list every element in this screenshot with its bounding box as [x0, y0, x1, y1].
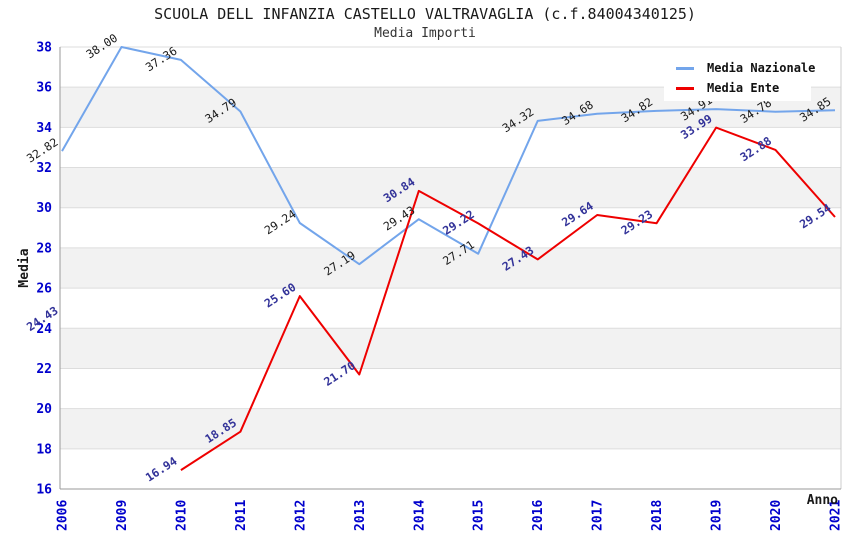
x-tick-label: 2017 — [591, 500, 606, 531]
x-tick-label: 2013 — [353, 500, 368, 531]
legend-item-media-ente: Media Ente — [676, 81, 811, 95]
y-tick-label: 18 — [36, 442, 52, 457]
legend-label-media-ente: Media Ente — [707, 81, 780, 95]
y-tick-label: 28 — [36, 241, 52, 256]
legend-swatch-media-nazionale — [676, 66, 694, 70]
x-tick-label: 2014 — [412, 500, 427, 531]
legend-item-media-nazionale: Media Nazionale — [676, 61, 815, 75]
x-tick-label: 2016 — [531, 500, 546, 531]
plot-band — [60, 328, 841, 369]
x-tick-label: 2019 — [710, 500, 725, 531]
plot-band — [60, 167, 841, 208]
data-label: 16.94 — [143, 454, 180, 485]
x-axis-title: Anno — [807, 493, 838, 508]
data-label: 29.24 — [262, 207, 299, 238]
series-line-media-nazionale — [61, 46, 836, 266]
chart-title: SCUOLA DELL INFANZIA CASTELLO VALTRAVAGL… — [154, 5, 696, 23]
x-tick-label: 2020 — [769, 500, 784, 531]
y-tick-label: 20 — [36, 402, 52, 417]
y-tick-label: 32 — [36, 161, 52, 176]
x-tick-label: 2021 — [829, 500, 844, 531]
plot-band — [60, 247, 841, 289]
x-tick-label: 2015 — [472, 500, 487, 531]
y-tick-label: 22 — [36, 362, 52, 377]
y-tick-label: 30 — [36, 201, 52, 216]
x-tick-label: 2006 — [56, 500, 71, 531]
legend: Media Nazionale Media Ente — [664, 55, 815, 101]
y-tick-label: 38 — [36, 41, 52, 56]
legend-label-media-nazionale: Media Nazionale — [707, 61, 816, 75]
y-tick-label: 26 — [36, 282, 52, 297]
x-tick-label: 2012 — [293, 500, 308, 531]
plot-band — [60, 408, 841, 449]
chart-subtitle: Media Importi — [374, 26, 476, 41]
x-tick-label: 2011 — [234, 500, 249, 531]
y-axis-title: Media — [17, 248, 32, 287]
y-tick-label: 34 — [36, 121, 52, 136]
x-tick-label: 2018 — [650, 500, 665, 531]
data-label: 38.00 — [83, 31, 120, 62]
x-tick-label: 2010 — [174, 500, 189, 531]
legend-swatch-media-ente — [676, 86, 694, 90]
x-tick-label: 2009 — [115, 500, 130, 531]
y-tick-label: 36 — [36, 81, 52, 96]
y-tick-label: 24 — [36, 322, 52, 337]
series-line-media-ente — [180, 126, 836, 471]
y-tick-label: 16 — [36, 483, 52, 498]
